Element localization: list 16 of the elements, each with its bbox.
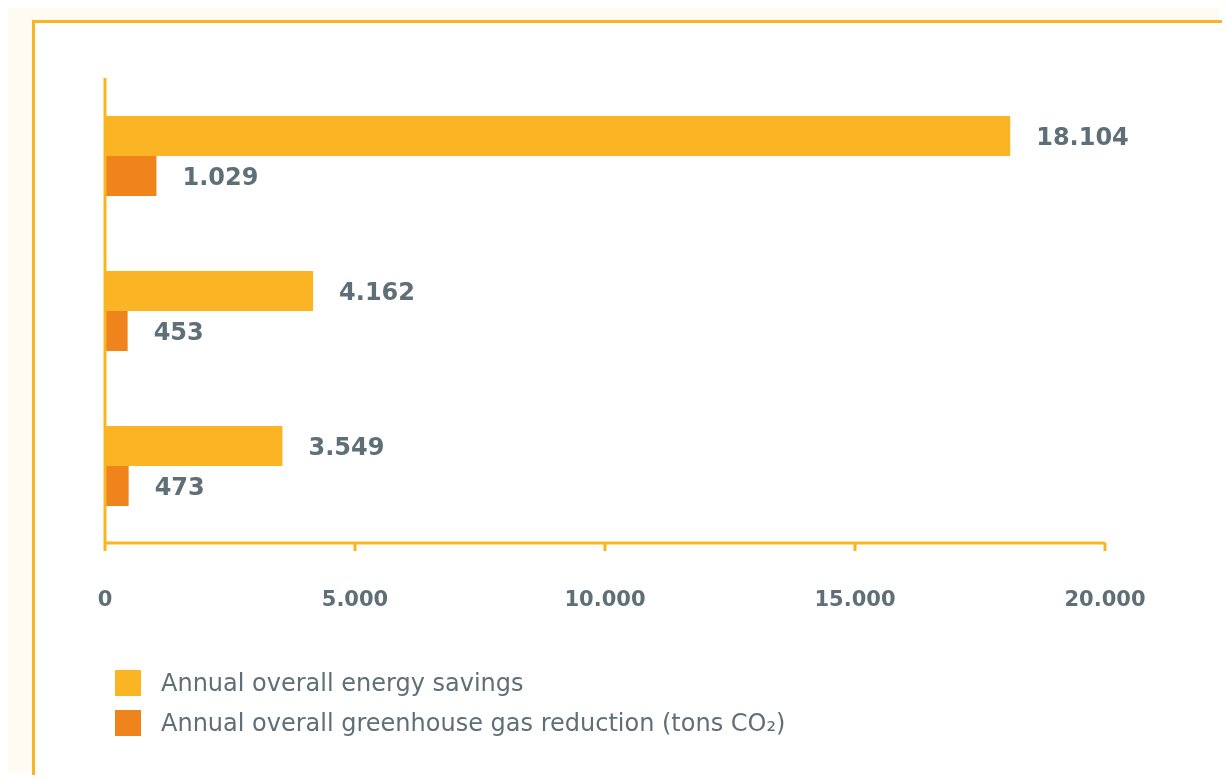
x-tick-label: 20.000 [1064, 586, 1146, 611]
data-label: 18.104 [1036, 122, 1129, 151]
x-tick-label: 10.000 [564, 586, 646, 611]
data-label: 1.029 [182, 162, 259, 191]
data-label: 453 [153, 317, 204, 346]
x-tick-label: 0 [97, 586, 113, 611]
x-tick-label: 15.000 [814, 586, 896, 611]
data-label: 3.549 [308, 432, 385, 461]
bar [105, 311, 128, 351]
legend-label: Annual overall greenhouse gas reduction (tons CO₂) [161, 709, 786, 737]
data-label: 473 [154, 472, 205, 501]
data-label: 4.162 [339, 277, 416, 306]
legend-label: Annual overall energy savings [161, 669, 524, 697]
bar [105, 466, 129, 506]
bar [105, 156, 157, 196]
x-tick-label: 5.000 [321, 586, 389, 611]
